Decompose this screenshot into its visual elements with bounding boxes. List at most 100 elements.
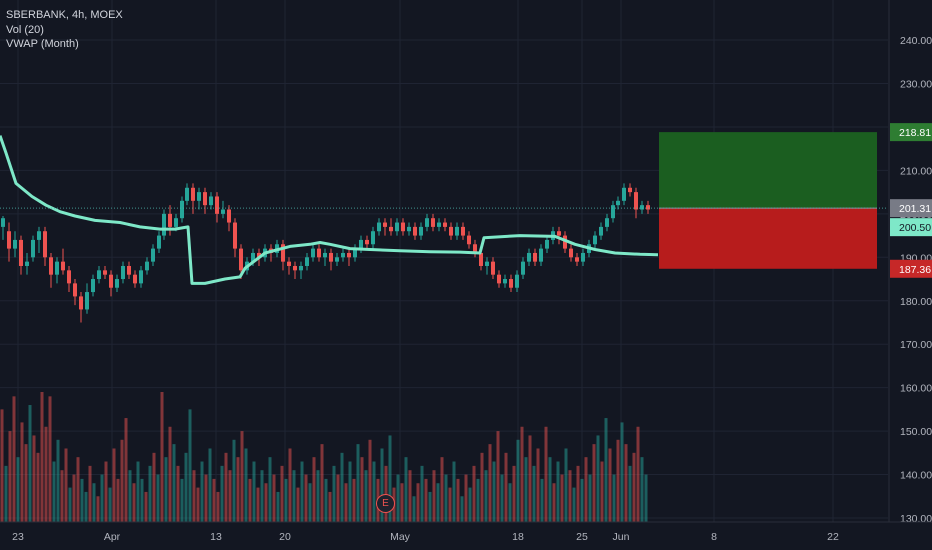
volume-bar [412, 496, 416, 522]
volume-bar [268, 457, 272, 522]
time-tick-label: May [390, 531, 411, 543]
candle-body [622, 187, 626, 201]
symbol-title[interactable]: SBERBANK, 4h, MOEX [6, 9, 123, 21]
volume-bar [520, 426, 524, 522]
candle-body [497, 274, 501, 284]
volume-bar [276, 491, 280, 522]
time-tick-label: Jun [613, 531, 630, 543]
volume-bar [332, 465, 336, 522]
candle-body [425, 218, 429, 227]
volume-bar [0, 409, 4, 522]
price-tick-label: 170.00 [900, 339, 932, 351]
candle-body [251, 252, 255, 262]
candle-body [431, 218, 435, 227]
volume-bar [264, 483, 268, 522]
volume-bar [636, 426, 640, 522]
volume-bar [180, 478, 184, 522]
volume-bar [120, 439, 124, 522]
candle-body [347, 252, 351, 258]
candle-body [539, 248, 543, 262]
candle-body [605, 218, 609, 227]
candle-body [353, 248, 357, 258]
volume-bar [512, 465, 516, 522]
volume-bar [188, 409, 192, 522]
volume-bar [224, 452, 228, 522]
volume-bar [424, 478, 428, 522]
volume-bar [260, 470, 264, 522]
candle-body [311, 248, 315, 258]
time-axis[interactable]: 23 Apr 13 20 May 18 25 Jun 8 22 [0, 521, 932, 550]
volume-bar [396, 474, 400, 522]
volume-bar [388, 435, 392, 522]
volume-bar [568, 470, 572, 522]
volume-bar [48, 396, 52, 522]
volume-bar [176, 465, 180, 522]
candle-body [43, 231, 47, 258]
volume-bar [532, 465, 536, 522]
volume-bar [284, 478, 288, 522]
volume-bar [336, 474, 340, 522]
candle-body [359, 239, 363, 249]
candle-body [197, 192, 201, 201]
volume-bar [580, 478, 584, 522]
candle-body [287, 261, 291, 266]
volume-indicator-label[interactable]: Vol (20) [6, 23, 44, 36]
volume-bar [360, 457, 364, 522]
volume-bar [100, 474, 104, 522]
volume-bar [472, 465, 476, 522]
candle-body [634, 192, 638, 210]
volume-bar [12, 396, 16, 522]
volume-bar [8, 431, 12, 522]
candle-body [389, 226, 393, 232]
candle-body [168, 213, 172, 227]
volume-bar [584, 457, 588, 522]
candle-body [575, 257, 579, 262]
volume-bar [216, 491, 220, 522]
volume-bar [56, 439, 60, 522]
candle-body [191, 187, 195, 201]
volume-bar [144, 491, 148, 522]
candle-body [103, 270, 107, 275]
candle-body [49, 257, 53, 275]
volume-bar [52, 461, 56, 522]
volume-bar [624, 444, 628, 522]
volume-bar [560, 474, 564, 522]
candle-body [341, 252, 345, 258]
volume-bar [460, 496, 464, 522]
volume-bar [348, 461, 352, 522]
target-price-label-bg [890, 123, 932, 142]
candle-body [599, 226, 603, 236]
volume-bar [604, 418, 608, 522]
volume-bar [140, 478, 144, 522]
volume-bar [536, 448, 540, 522]
volume-bar [296, 487, 300, 522]
volume-bar [156, 474, 160, 522]
vwap-indicator-label[interactable]: VWAP (Month) [6, 38, 79, 50]
volume-bar [432, 470, 436, 522]
volume-bar [352, 478, 356, 522]
earnings-marker[interactable]: E [376, 494, 395, 513]
candle-body [139, 270, 143, 284]
volume-bar [380, 448, 384, 522]
volume-bar [324, 478, 328, 522]
volume-bar [632, 452, 636, 522]
volume-bar [248, 478, 252, 522]
time-tick-label: 25 [576, 531, 588, 543]
volume-bar [644, 474, 648, 522]
volume-bar [496, 431, 500, 522]
volume-bar [416, 483, 420, 522]
volume-bar [316, 470, 320, 522]
time-tick-label: 18 [512, 531, 524, 543]
time-tick-label: 13 [210, 531, 222, 543]
volume-bar [488, 444, 492, 522]
volume-bar [564, 448, 568, 522]
time-tick-label: 22 [827, 531, 839, 543]
volume-bar [356, 444, 360, 522]
volume-bar [456, 478, 460, 522]
volume-bar [160, 391, 164, 522]
long-position-tool[interactable] [659, 132, 877, 269]
candle-body [628, 187, 632, 193]
candle-body [67, 270, 71, 284]
volume-bar [240, 431, 244, 522]
